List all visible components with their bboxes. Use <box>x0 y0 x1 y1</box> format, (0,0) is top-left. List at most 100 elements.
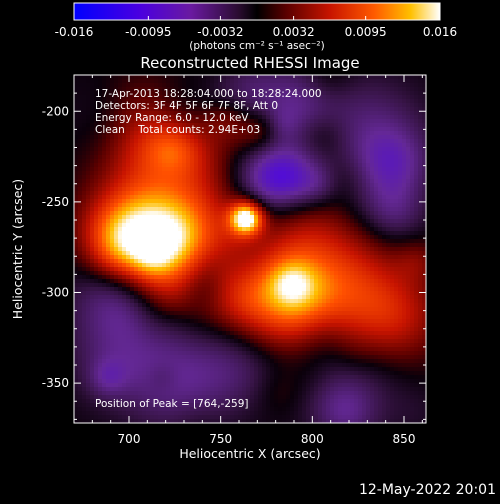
heatmap-cell <box>386 135 391 140</box>
heatmap-cell <box>378 175 383 180</box>
heatmap-cell <box>106 171 111 176</box>
heatmap-cell <box>314 131 319 136</box>
heatmap-cell <box>270 167 275 172</box>
heatmap-cell <box>254 251 259 256</box>
heatmap-cell <box>154 199 159 204</box>
heatmap-cell <box>338 279 343 284</box>
heatmap-cell <box>398 207 403 212</box>
heatmap-cell <box>366 263 371 268</box>
heatmap-cell <box>354 255 359 260</box>
heatmap-cell <box>90 139 95 144</box>
heatmap-cell <box>314 191 319 196</box>
heatmap-cell <box>98 243 103 248</box>
heatmap-cell <box>418 267 423 272</box>
heatmap-cell <box>378 235 383 240</box>
heatmap-cell <box>218 239 223 244</box>
heatmap-cell <box>358 127 363 132</box>
heatmap-cell <box>202 247 207 252</box>
heatmap-cell <box>302 155 307 160</box>
heatmap-cell <box>338 167 343 172</box>
heatmap-cell <box>366 267 371 272</box>
heatmap-cell <box>166 219 171 224</box>
heatmap-cell <box>166 275 171 280</box>
heatmap-cell <box>266 259 271 264</box>
heatmap-cell <box>338 231 343 236</box>
heatmap-cell <box>402 219 407 224</box>
heatmap-cell <box>302 163 307 168</box>
heatmap-cell <box>238 171 243 176</box>
heatmap-cell <box>282 115 287 120</box>
heatmap-cell <box>386 131 391 136</box>
heatmap-cell <box>390 275 395 280</box>
heatmap-cell <box>198 263 203 268</box>
heatmap-cell <box>314 79 319 84</box>
heatmap-cell <box>238 79 243 84</box>
heatmap-cell <box>394 231 399 236</box>
heatmap-cell <box>302 251 307 256</box>
heatmap-cell <box>374 115 379 120</box>
heatmap-cell <box>374 163 379 168</box>
heatmap-cell <box>154 219 159 224</box>
heatmap-cell <box>194 243 199 248</box>
heatmap-cell <box>122 195 127 200</box>
heatmap-cell <box>314 271 319 276</box>
heatmap-cell <box>418 223 423 228</box>
heatmap-cell <box>118 155 123 160</box>
heatmap-cell <box>370 151 375 156</box>
heatmap-cell <box>306 79 311 84</box>
heatmap-cell <box>262 135 267 140</box>
heatmap-cell <box>262 247 267 252</box>
heatmap-cell <box>302 191 307 196</box>
heatmap-cell <box>306 127 311 132</box>
heatmap-cell <box>226 199 231 204</box>
heatmap-cell <box>202 227 207 232</box>
heatmap-cell <box>278 151 283 156</box>
heatmap-cell <box>398 191 403 196</box>
heatmap-cell <box>74 251 79 256</box>
heatmap-cell <box>146 219 151 224</box>
heatmap-cell <box>198 199 203 204</box>
heatmap-cell <box>290 287 295 292</box>
heatmap-cell <box>174 167 179 172</box>
heatmap-cell <box>90 287 95 292</box>
heatmap-cell <box>86 175 91 180</box>
heatmap-cell <box>394 123 399 128</box>
heatmap-cell <box>326 279 331 284</box>
heatmap-cell <box>246 287 251 292</box>
heatmap-cell <box>354 171 359 176</box>
heatmap-cell <box>362 123 367 128</box>
heatmap-cell <box>234 255 239 260</box>
heatmap-cell <box>90 227 95 232</box>
heatmap-cell <box>258 275 263 280</box>
heatmap-cell <box>310 275 315 280</box>
heatmap-cell <box>322 191 327 196</box>
heatmap-cell <box>394 95 399 100</box>
heatmap-cell <box>258 211 263 216</box>
heatmap-cell <box>102 199 107 204</box>
heatmap-cell <box>254 267 259 272</box>
heatmap-cell <box>86 163 91 168</box>
heatmap-cell <box>262 239 267 244</box>
heatmap-cell <box>258 167 263 172</box>
heatmap-cell <box>82 179 87 184</box>
heatmap-cell <box>278 223 283 228</box>
heatmap-cell <box>266 247 271 252</box>
heatmap-cell <box>354 295 359 300</box>
heatmap-cell <box>334 75 339 80</box>
heatmap-cell <box>326 75 331 80</box>
heatmap-cell <box>74 135 79 140</box>
heatmap-cell <box>194 163 199 168</box>
heatmap-cell <box>226 183 231 188</box>
heatmap-cell <box>294 255 299 260</box>
heatmap-cell <box>210 151 215 156</box>
heatmap-cell <box>366 215 371 220</box>
heatmap-cell <box>190 267 195 272</box>
heatmap-cell <box>310 83 315 88</box>
heatmap-cell <box>158 151 163 156</box>
heatmap-cell <box>270 267 275 272</box>
heatmap-cell <box>246 227 251 232</box>
heatmap-cell <box>378 147 383 152</box>
heatmap-cell <box>350 87 355 92</box>
heatmap-cell <box>246 235 251 240</box>
heatmap-cell <box>406 259 411 264</box>
